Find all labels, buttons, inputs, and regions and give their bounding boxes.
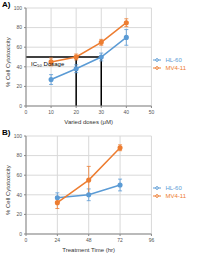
html-text:MV4-11: MV4-11	[165, 192, 186, 199]
svg-text:60: 60	[16, 44, 22, 50]
svg-text:0: 0	[19, 103, 22, 109]
svg-text:40: 40	[16, 64, 22, 70]
svg-text:20: 20	[73, 109, 79, 115]
svg-text:72: 72	[117, 237, 123, 243]
html-text:HL-60: HL-60	[165, 56, 182, 63]
svg-text:100: 100	[14, 133, 23, 139]
svg-text:20: 20	[16, 211, 22, 217]
svg-text:0: 0	[25, 237, 28, 243]
svg-text:100: 100	[14, 5, 23, 11]
svg-text:30: 30	[98, 109, 104, 115]
svg-text:% Cell Cytotoxicity: % Cell Cytotoxicity	[8, 165, 11, 215]
svg-text:40: 40	[124, 109, 130, 115]
svg-text:20: 20	[16, 83, 22, 89]
svg-text:60: 60	[16, 172, 22, 178]
html-text:MV4-11: MV4-11	[165, 64, 186, 71]
svg-text:Treatment Time (hr): Treatment Time (hr)	[62, 247, 115, 253]
svg-text:50: 50	[149, 109, 155, 115]
html-text:B): B)	[2, 128, 11, 137]
svg-text:10: 10	[48, 109, 54, 115]
svg-text:80: 80	[16, 24, 22, 30]
svg-text:0: 0	[25, 109, 28, 115]
svg-text:% Cell Cytotoxicity: % Cell Cytotoxicity	[8, 37, 11, 87]
svg-text:80: 80	[16, 152, 22, 158]
svg-text:40: 40	[16, 192, 22, 198]
html-text:A): A)	[2, 0, 11, 9]
svg-text:IC₅₀ Dosage: IC₅₀ Dosage	[31, 61, 65, 67]
svg-text:96: 96	[149, 237, 155, 243]
svg-text:Varied doses (μM): Varied doses (μM)	[64, 119, 113, 125]
html-text:HL-60: HL-60	[165, 184, 182, 191]
svg-text:0: 0	[19, 231, 22, 237]
svg-text:48: 48	[86, 237, 92, 243]
svg-text:24: 24	[55, 237, 61, 243]
